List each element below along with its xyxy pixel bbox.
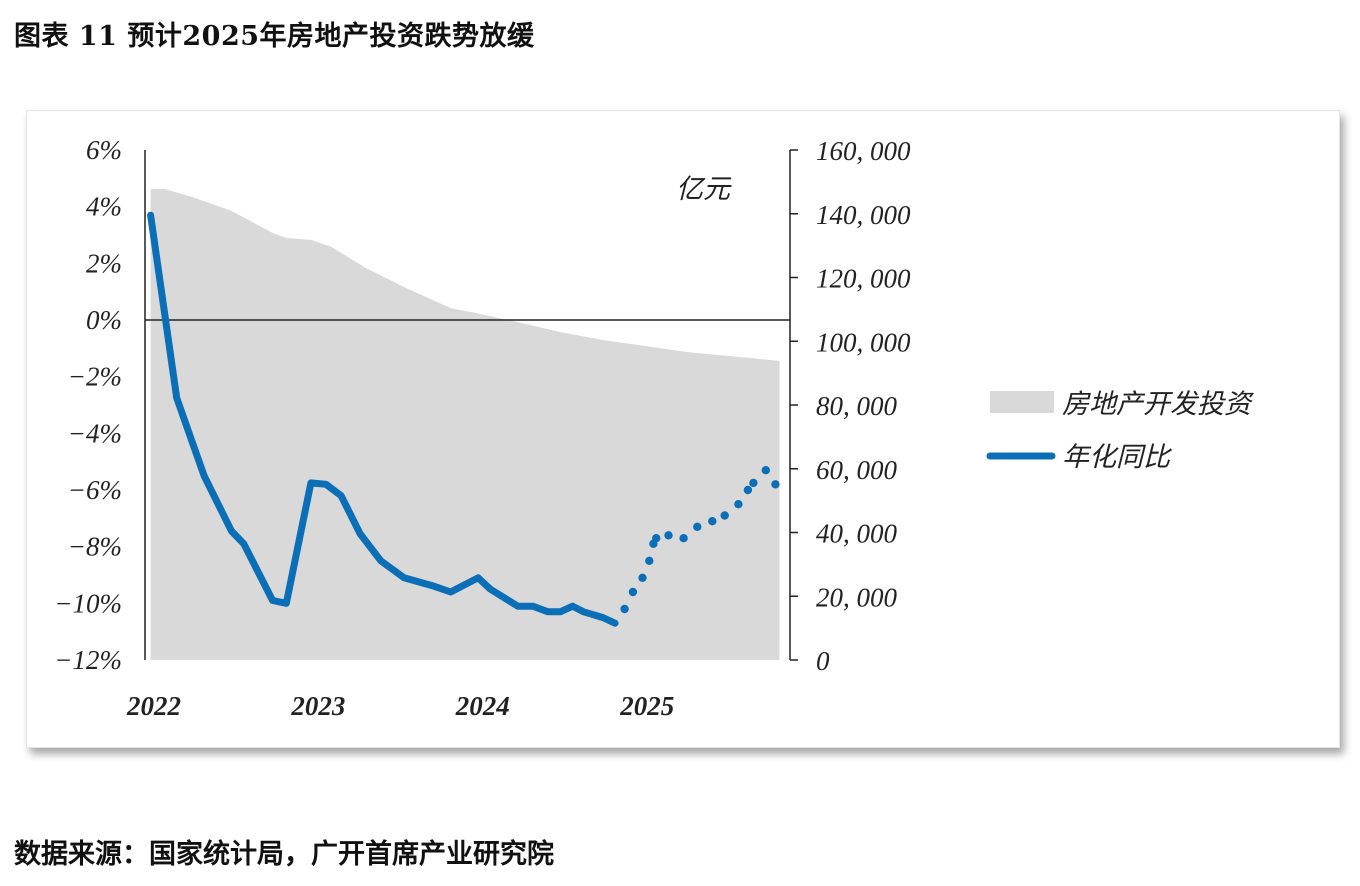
right-axis-tick-label: 0 bbox=[816, 646, 830, 676]
yoy-forecast-point bbox=[734, 500, 743, 509]
x-axis-tick-label: 2022 bbox=[126, 691, 181, 721]
right-axis-tick-label: 60, 000 bbox=[816, 455, 898, 485]
left-axis-tick-label: 0% bbox=[86, 305, 122, 335]
yoy-forecast-point bbox=[664, 531, 673, 540]
yoy-forecast-point bbox=[743, 485, 753, 495]
left-axis-tick-label: −4% bbox=[68, 418, 122, 448]
right-axis-tick-label: 120, 000 bbox=[816, 264, 911, 294]
left-axis-tick-label: 6% bbox=[86, 135, 122, 165]
yoy-forecast-point bbox=[645, 556, 654, 565]
yoy-forecast-point bbox=[708, 517, 717, 526]
figure-title: 图表 11 预计2025年房地产投资跌势放缓 bbox=[14, 21, 535, 52]
legend: 房地产开发投资 年化同比 bbox=[986, 389, 1254, 473]
yoy-forecast-point bbox=[749, 478, 758, 488]
yoy-forecast-point bbox=[638, 573, 647, 582]
x-axis-tick-label: 2023 bbox=[290, 691, 345, 721]
source-note: 数据来源：国家统计局，广开首席产业研究院 bbox=[14, 839, 554, 870]
right-axis-tick-label: 20, 000 bbox=[816, 582, 898, 612]
yoy-forecast-point bbox=[679, 534, 688, 543]
yoy-forecast-point bbox=[628, 587, 638, 597]
right-axis-tick-label: 100, 000 bbox=[816, 327, 911, 357]
right-axis-tick-label: 140, 000 bbox=[816, 200, 911, 230]
x-axis-tick-label: 2025 bbox=[619, 691, 674, 721]
yoy-forecast-point bbox=[761, 466, 770, 475]
legend-swatch-investment bbox=[990, 391, 1054, 413]
left-axis-tick-label: 2% bbox=[86, 248, 122, 278]
yoy-forecast-point bbox=[620, 604, 629, 614]
yoy-forecast-point bbox=[693, 522, 702, 531]
left-axis-tick-label: −8% bbox=[68, 532, 122, 562]
right-axis-tick-label: 40, 000 bbox=[816, 519, 898, 549]
left-axis-tick-label: −12% bbox=[54, 645, 122, 675]
yoy-line bbox=[147, 211, 619, 627]
right-axis-tick-label: 80, 000 bbox=[816, 391, 898, 421]
right-axis-unit-label: 亿元 bbox=[676, 174, 732, 204]
legend-label-investment: 房地产开发投资 bbox=[1062, 389, 1254, 420]
left-axis-tick-label: −2% bbox=[68, 362, 122, 392]
legend-label-yoy: 年化同比 bbox=[1062, 442, 1173, 473]
yoy-forecast-point bbox=[652, 534, 661, 543]
left-axis-tick-label: −10% bbox=[54, 588, 122, 618]
right-axis-tick-label: 160, 000 bbox=[816, 136, 911, 166]
yoy-forecast-point bbox=[771, 480, 780, 489]
x-axis-tick-label: 2024 bbox=[455, 691, 510, 721]
investment-area bbox=[150, 188, 780, 660]
left-axis-tick-label: 4% bbox=[86, 192, 122, 222]
left-axis-tick-label: −6% bbox=[68, 475, 122, 505]
yoy-forecast-point bbox=[720, 511, 729, 520]
